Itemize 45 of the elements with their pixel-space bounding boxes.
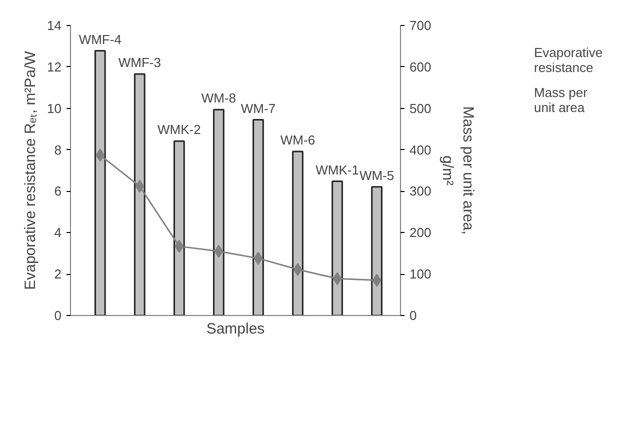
x-tick-label: WM-5 (359, 168, 394, 183)
y-tick-label: 2 (54, 266, 62, 282)
y2-tick-label: 600 (410, 59, 432, 74)
y2-tick-label: 200 (410, 225, 432, 240)
bar (252, 119, 264, 316)
bar (292, 150, 304, 316)
x-tick-label: WM-7 (240, 100, 276, 116)
point (372, 274, 382, 287)
y2-tick-label: 0 (410, 308, 417, 323)
point (254, 252, 263, 265)
x-axis-title: Samples (206, 320, 265, 338)
y-axis-title: Evaporative resistance Rₑₜ, m²Pa/W (22, 50, 40, 290)
bar (173, 140, 185, 316)
y-tick-label: 12 (47, 59, 62, 74)
y2-tick-label: 100 (410, 266, 432, 282)
point (332, 272, 342, 286)
point (96, 148, 105, 162)
x-tick-label: WM-6 (280, 132, 316, 148)
x-tick-label: WM-8 (201, 90, 236, 106)
y2-tick-label: 500 (410, 100, 432, 116)
text: Mass per unit area (534, 85, 588, 115)
x-tick-label: WMK-1 (316, 162, 359, 178)
y-tick-label: 4 (54, 225, 62, 240)
point (174, 240, 184, 253)
y2-axis-title: Mass per unit area, g/m² (439, 106, 477, 235)
y2-tick-label: 300 (410, 184, 432, 199)
point (293, 263, 302, 276)
text: Evaporative resistance (534, 45, 603, 75)
y-tick-label: 10 (47, 100, 62, 116)
point (135, 180, 144, 193)
bar (213, 108, 224, 316)
bar (94, 50, 106, 316)
y-tick-label: 0 (54, 308, 62, 323)
y-tick-label: 8 (54, 142, 62, 158)
x-tick-label: WMF-3 (118, 54, 161, 70)
bar (332, 180, 343, 316)
bar (371, 186, 382, 316)
point (214, 244, 224, 258)
y2-tick-label: 400 (410, 142, 432, 158)
x-tick-label: WMF-4 (78, 32, 122, 47)
x-tick-label: WMK-2 (158, 122, 201, 138)
y-tick-label: 6 (54, 184, 62, 199)
bar (134, 73, 146, 316)
y-tick-label: 14 (47, 18, 62, 33)
y2-tick-label: 700 (410, 18, 432, 33)
